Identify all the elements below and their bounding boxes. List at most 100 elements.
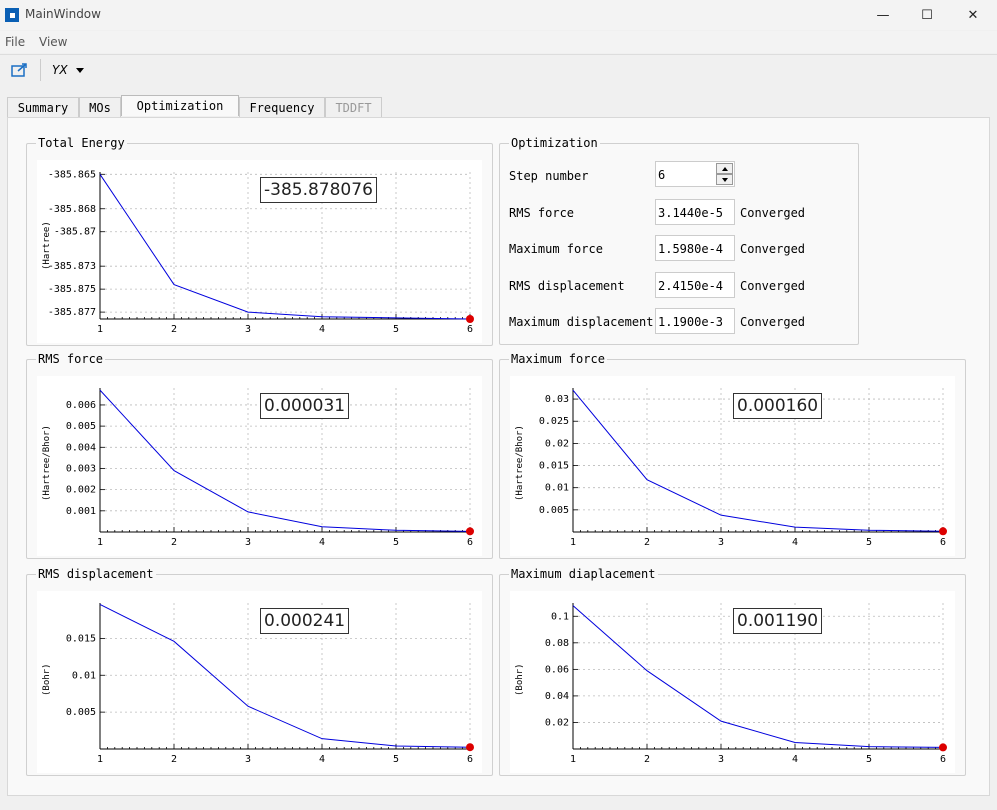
y-tick-label: 0.02 [545,717,569,728]
x-tick-label: 1 [97,324,103,335]
y-tick-label: 0.005 [66,707,96,718]
group-title: Maximum force [509,352,607,366]
x-tick-label: 3 [245,324,251,335]
max-disp-chart[interactable]: 0.02 0.04 0.06 0.08 0.1 1 2 3 4 5 6 0.001190 (Bohr… [510,591,955,773]
series-line [572,389,944,532]
max-disp-field[interactable]: 1.1900e-3 [655,308,735,334]
group-title: RMS displacement [36,567,156,581]
tab-tddft[interactable]: TDDFT [325,97,382,117]
y-tick-label: 0.04 [545,691,569,702]
title-bar: MainWindow — ☐ ✕ [0,0,997,30]
x-tick-label: 2 [644,537,650,548]
max-disp-value-box: 0.001190 [733,608,823,634]
energy-chart[interactable]: -385.865 -385.868 -385.87 -385.873 -385.875 -… [37,160,482,343]
rms-force-chart[interactable]: 0.001 0.002 0.003 0.004 0.005 0.006 1 2 3 4 5 6 0.0… [37,376,482,556]
group-title: Total Energy [36,136,127,150]
y-tick-label: 0.015 [66,633,96,644]
x-tick-label: 1 [570,537,576,548]
max-force-label: Maximum force [509,242,603,256]
spin-down-icon[interactable] [716,174,733,185]
window-title: MainWindow [25,7,101,21]
close-button[interactable]: ✕ [967,7,979,23]
tab-mos[interactable]: MOs [79,97,121,117]
current-step-marker [466,743,474,752]
series-line [99,604,471,748]
group-rms-disp: RMS displacement 0.005 0.01 0.015 1 2 3 4 5 6 0.… [26,567,493,776]
rms-force-label: RMS force [509,206,575,220]
optimization-pane: Total Energy -385.865 -385.868 -385.87 -385… [7,117,990,796]
step-number-spinbox[interactable]: 6 [655,161,735,187]
x-tick-label: 1 [97,537,103,548]
y-tick-label: -385.877 [48,307,96,318]
y-tick-label: 0.004 [66,442,96,453]
y-tick-label: 0.025 [539,416,569,427]
current-step-marker [466,315,474,323]
rms-disp-label: RMS displacement [509,279,625,293]
menu-view[interactable]: View [39,35,68,49]
y-tick-label: 0.06 [545,664,569,675]
y-tick-label: 0.08 [545,638,569,649]
x-tick-label: 4 [792,754,798,765]
rms-disp-value-box: 0.000241 [260,608,350,634]
rms-disp-status: Converged [740,279,806,293]
y-axis-label: (Hartree) [42,221,52,270]
x-tick-label: 4 [319,324,325,335]
x-tick-label: 2 [171,537,177,548]
y-axis-label: (Bohr) [515,663,525,696]
group-max-disp: Maximum diaplacement 0.02 0.04 0.06 0.08 0.1… [499,567,966,776]
maximize-button[interactable]: ☐ [921,7,933,23]
rms-force-field[interactable]: 3.1440e-5 [655,199,735,225]
tab-frequency[interactable]: Frequency [239,97,325,117]
group-total-energy: Total Energy -385.865 -385.868 -385.87 -385… [26,136,493,346]
y-tick-label: 0.1 [551,611,569,622]
max-force-status: Converged [740,242,806,256]
x-tick-label: 4 [319,537,325,548]
x-tick-label: 5 [393,754,399,765]
x-tick-label: 3 [245,754,251,765]
group-rms-force: RMS force 0.001 0.002 0.003 0.004 0.005 0.006… [26,352,493,559]
y-tick-label: -385.868 [48,204,96,215]
group-optimization: Optimization Step number 6 RMS force 3.1… [499,136,859,345]
x-tick-label: 3 [718,754,724,765]
x-tick-label: 1 [97,754,103,765]
y-axis-label: (Hartree/Bhor) [515,425,525,501]
rms-disp-field[interactable]: 2.4150e-4 [655,272,735,298]
x-tick-label: 6 [467,754,473,765]
menu-bar: File View [0,31,997,53]
group-title: Optimization [509,136,600,150]
max-disp-status: Converged [740,315,806,329]
tab-summary[interactable]: Summary [7,97,79,117]
toolbar: YX [0,54,997,86]
x-tick-label: 3 [245,537,251,548]
group-title: RMS force [36,352,106,366]
max-force-field[interactable]: 1.5980e-4 [655,235,735,261]
current-step-marker [939,527,947,536]
y-axis-label: (Hartree/Bhor) [42,425,52,501]
x-tick-label: 4 [792,537,798,548]
toolbar-separator [40,59,41,81]
y-tick-label: 0.01 [545,483,569,494]
x-tick-label: 6 [940,754,946,765]
spin-up-icon[interactable] [716,163,733,174]
step-number-value: 6 [658,168,666,182]
series-line [572,605,944,748]
y-tick-label: 0.003 [66,463,96,474]
rms-force-value-box: 0.000031 [260,393,350,419]
max-force-chart[interactable]: 0.005 0.01 0.015 0.02 0.025 0.03 1 2 3 4 5 6 0.0001… [510,376,955,556]
x-tick-label: 1 [570,754,576,765]
menu-file[interactable]: File [5,35,26,49]
export-icon[interactable] [10,61,30,79]
x-tick-label: 4 [319,754,325,765]
minimize-button[interactable]: — [876,7,890,23]
y-tick-label: 0.02 [545,438,569,449]
y-tick-label: 0.002 [66,485,96,496]
rms-disp-chart[interactable]: 0.005 0.01 0.015 1 2 3 4 5 6 0.000241 (Bohr) [37,591,482,773]
y-tick-label: 0.005 [66,421,96,432]
tab-optimization[interactable]: Optimization [121,95,239,116]
axis-combo[interactable]: YX [52,63,68,77]
x-tick-label: 5 [866,537,872,548]
chevron-down-icon[interactable] [76,68,84,73]
rms-force-status: Converged [740,206,806,220]
x-tick-label: 2 [171,324,177,335]
y-tick-label: -385.865 [48,169,96,180]
